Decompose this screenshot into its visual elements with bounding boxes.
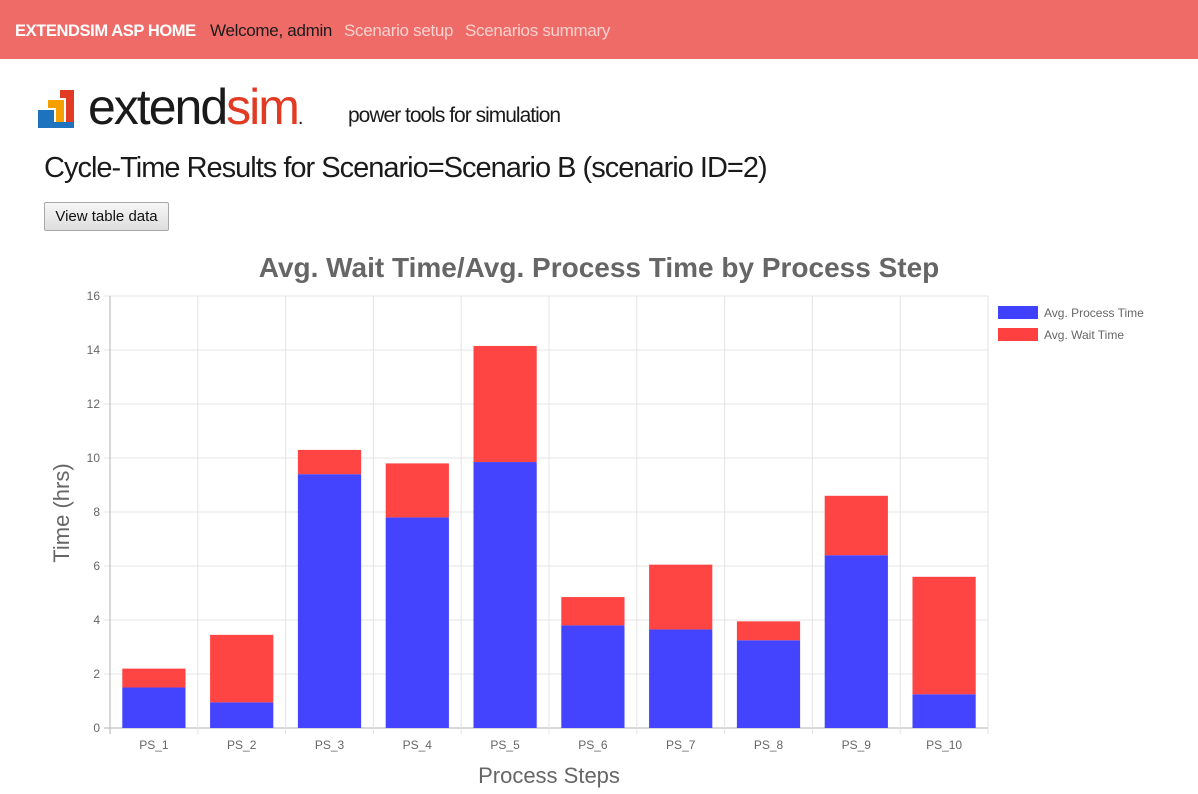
chart-title: Avg. Wait Time/Avg. Process Time by Proc… [259, 252, 940, 283]
x-axis-title: Process Steps [478, 763, 620, 788]
bar-process-time[interactable] [122, 687, 186, 729]
chart-ticks: 0 2 4 6 8 10 12 14 16 PS_1 PS_2 PS_3 PS_4 PS_5 PS_6 PS_… [87, 289, 963, 752]
bar-process-time[interactable] [561, 625, 625, 728]
x-tick-label: PS_9 [842, 738, 872, 752]
bar-wait-time[interactable] [824, 495, 888, 556]
bar-process-time[interactable] [297, 474, 362, 728]
bar-wait-time[interactable] [473, 345, 537, 463]
bar-wait-time[interactable] [385, 463, 449, 518]
bar-wait-time[interactable] [649, 564, 713, 630]
chart-bars [122, 345, 976, 729]
chart-legend: Avg. Process Time Avg. Wait Time [998, 306, 1144, 342]
legend-label: Avg. Wait Time [1044, 328, 1124, 342]
y-tick-label: 14 [87, 343, 101, 357]
logo-wordmark: extendsim. [88, 79, 303, 135]
bar-process-time[interactable] [385, 517, 449, 728]
legend-swatch [998, 328, 1038, 341]
y-tick-label: 12 [87, 397, 101, 411]
bar-process-time[interactable] [473, 462, 537, 728]
x-tick-label: PS_5 [490, 738, 520, 752]
x-tick-label: PS_2 [227, 738, 257, 752]
y-tick-label: 6 [93, 559, 100, 573]
y-tick-label: 0 [93, 721, 100, 735]
bar-wait-time[interactable] [122, 668, 186, 688]
legend-label: Avg. Process Time [1044, 306, 1144, 320]
logo-tagline: power tools for simulation [348, 104, 561, 127]
x-tick-label: PS_4 [403, 738, 433, 752]
page-title: Cycle-Time Results for Scenario=Scenario… [44, 152, 768, 184]
bar-process-time[interactable] [912, 694, 976, 728]
extendsim-logo: extendsim. power tools for simulation [36, 79, 561, 135]
y-axis-title: Time (hrs) [49, 463, 74, 562]
y-tick-label: 4 [93, 613, 100, 627]
legend-swatch [998, 306, 1038, 319]
bar-process-time[interactable] [649, 629, 713, 728]
x-tick-label: PS_3 [315, 738, 345, 752]
bar-wait-time[interactable] [736, 621, 801, 641]
stacked-bar-chart: Avg. Wait Time/Avg. Process Time by Proc… [49, 252, 1144, 788]
x-tick-label: PS_8 [754, 738, 784, 752]
nav-scenario-setup-link[interactable]: Scenario setup [344, 21, 454, 40]
x-tick-label: PS_6 [578, 738, 608, 752]
y-tick-label: 16 [87, 289, 101, 303]
x-tick-label: PS_7 [666, 738, 696, 752]
view-table-data-button[interactable]: View table data [44, 202, 169, 231]
y-tick-label: 2 [93, 667, 100, 681]
x-tick-label: PS_1 [139, 738, 169, 752]
bar-wait-time[interactable] [297, 449, 362, 475]
nav-home-link[interactable]: EXTENDSIM ASP HOME [15, 22, 196, 40]
bar-wait-time[interactable] [210, 634, 274, 703]
bar-process-time[interactable] [824, 555, 888, 728]
y-tick-label: 8 [93, 505, 100, 519]
extendsim-logo-icon [38, 90, 74, 128]
bar-wait-time[interactable] [561, 597, 625, 626]
x-tick-label: PS_10 [926, 738, 962, 752]
nav-scenarios-summary-link[interactable]: Scenarios summary [465, 21, 611, 40]
bar-process-time[interactable] [210, 702, 274, 728]
y-tick-label: 10 [87, 451, 101, 465]
bar-process-time[interactable] [736, 640, 801, 728]
bar-wait-time[interactable] [912, 576, 976, 695]
navbar: EXTENDSIM ASP HOME Welcome, admin Scenar… [0, 0, 1198, 59]
nav-welcome-text: Welcome, admin [210, 21, 333, 40]
